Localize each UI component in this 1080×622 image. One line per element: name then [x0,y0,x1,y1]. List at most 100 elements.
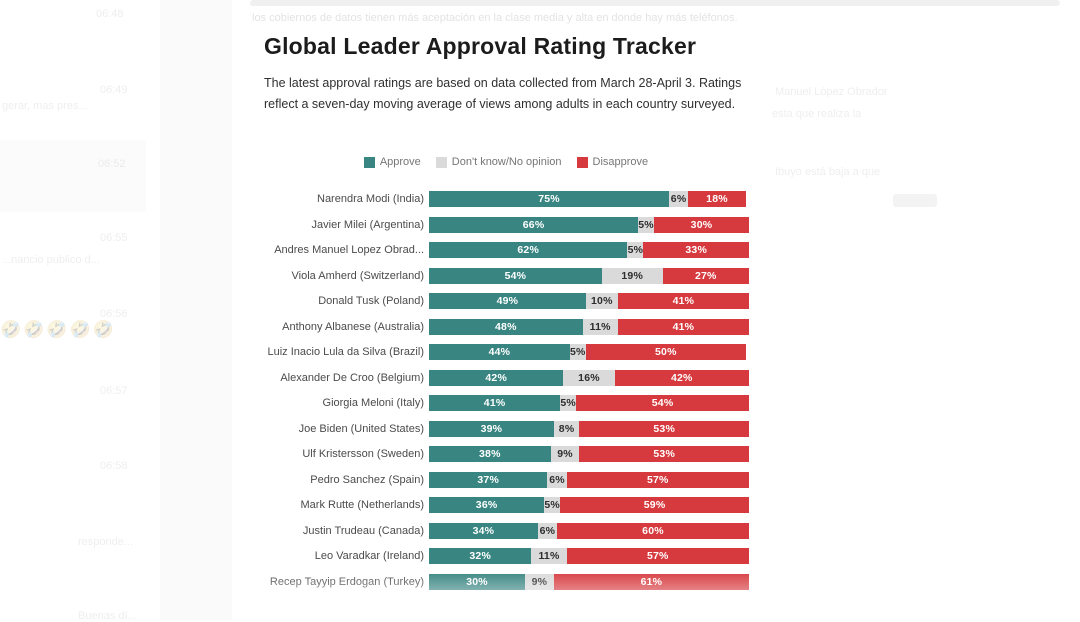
faded-chat-fragment: 06:56 [100,308,128,320]
disapprove-segment: 30% [653,216,749,233]
chat-bubble-block [0,140,146,212]
faded-timestamp-chip [893,194,937,207]
dk-segment: 9% [550,446,580,462]
approval-tracker-card: Global Leader Approval Rating Tracker Th… [240,24,772,600]
faded-chat-fragment: ...nancio publico d... [2,254,100,266]
chart-rows: Narendra Modi (India) 75% 6% 18% Javier Mile… [264,191,749,590]
dk-segment: 6% [537,522,557,539]
approve-segment: 42% [429,369,564,386]
chart-legend: Approve Don't know/No opinion Disapprove [264,156,748,168]
legend-swatch-icon [363,156,375,168]
table-row: Pedro Sanchez (Spain) 37% 6% 57% [264,471,749,488]
table-row: Alexander De Croo (Belgium) 42% 16% 42% [264,369,749,386]
stacked-bar: 66% 5% 30% [429,216,749,233]
leader-name-label: Alexander De Croo (Belgium) [280,371,424,384]
faded-chat-fragment: Manuel López Obrador [775,86,888,98]
legend-swatch-icon [576,156,588,168]
legend-item-0: Approve [363,156,421,168]
disapprove-segment: 41% [617,318,749,335]
dk-segment: 5% [638,216,654,233]
page-title: Global Leader Approval Rating Tracker [264,33,697,59]
faded-chat-fragment: 06:48 [96,8,124,20]
faded-chat-fragment: 06:49 [100,84,128,96]
legend-item-1: Don't know/No opinion [435,156,562,168]
table-row: Andres Manuel Lopez Obrad... 62% 5% 33% [264,242,749,258]
leader-name-label: Giorgia Meloni (Italy) [322,397,424,409]
legend-label: Approve [379,156,421,168]
approve-segment: 54% [429,267,602,284]
leader-name-label: Luiz Inacio Lula da Silva (Brazil) [267,346,424,358]
leader-name-label: Leo Varadkar (Ireland) [314,550,424,562]
dk-segment: 5% [569,344,586,360]
disapprove-segment: 53% [579,446,749,462]
dk-segment: 11% [531,548,567,564]
disapprove-segment: 53% [579,420,749,437]
stacked-bar: 41% 5% 54% [429,395,749,411]
leader-name-label: Javier Milei (Argentina) [311,218,424,231]
stacked-bar: 32% 11% 57% [429,548,749,564]
dk-segment: 5% [627,242,644,258]
table-row: Narendra Modi (India) 75% 6% 18% [264,191,748,207]
dk-segment: 5% [544,497,561,513]
dk-segment: 6% [547,471,567,488]
stacked-bar: 44% 5% 50% [429,344,749,360]
table-row: Justin Trudeau (Canada) 34% 6% 60% [264,522,749,539]
leader-name-label: Donald Tusk (Poland) [318,295,424,307]
approve-segment: 32% [429,548,532,564]
table-row: Giorgia Meloni (Italy) 41% 5% 54% [264,395,749,411]
disapprove-segment: 57% [566,471,749,488]
legend-item-2: Disapprove [576,156,649,168]
leader-name-label: Recep Tayyip Erdogan (Turkey) [269,575,424,588]
table-row: Mark Rutte (Netherlands) 36% 5% 59% [264,497,749,513]
stacked-bar: 39% 8% 53% [429,420,749,437]
approve-segment: 44% [429,344,570,360]
approve-segment: 48% [429,318,583,335]
dk-segment: 19% [601,267,663,284]
table-row: Recep Tayyip Erdogan (Turkey) 30% 9% 61% [264,573,749,590]
disapprove-segment: 54% [576,395,749,411]
table-row: Leo Varadkar (Ireland) 32% 11% 57% [264,548,749,564]
disapprove-segment: 41% [617,293,749,309]
table-row: Viola Amherd (Switzerland) 54% 19% 27% [264,267,749,284]
approve-segment: 66% [429,216,639,233]
leader-name-label: Andres Manuel Lopez Obrad... [274,244,424,256]
faded-chat-fragment: 06:57 [100,385,128,397]
disapprove-segment: 59% [560,497,749,513]
leader-name-label: Viola Amherd (Switzerland) [291,269,424,282]
disapprove-segment: 27% [662,267,749,284]
disapprove-segment: 18% [688,191,746,207]
approve-segment: 34% [429,522,538,539]
legend-label: Disapprove [592,156,649,168]
faded-chat-fragment: gerar, mas pres... [2,100,88,112]
leader-name-label: Justin Trudeau (Canada) [302,524,424,537]
approve-segment: 38% [429,446,551,462]
approve-segment: 49% [429,293,586,309]
faded-top-message: los cobiernos de datos tienen más acepta… [252,12,738,24]
stacked-bar: 37% 6% 57% [429,471,749,488]
dk-segment: 5% [560,395,577,411]
faded-emoji-row: 🤣🤣🤣🤣🤣 [0,320,116,339]
dk-segment: 16% [563,369,615,386]
leader-name-label: Ulf Kristersson (Sweden) [302,448,424,460]
faded-chat-fragment: 06:58 [100,460,128,472]
stacked-bar: 38% 9% 53% [429,446,749,462]
stacked-bar: 48% 11% 41% [429,318,749,335]
approve-segment: 75% [429,191,669,207]
legend-label: Don't know/No opinion [451,156,562,168]
approve-segment: 36% [429,497,545,513]
leader-name-label: Pedro Sanchez (Spain) [310,473,424,486]
dk-segment: 11% [582,318,618,335]
disapprove-segment: 57% [566,548,749,564]
table-row: Ulf Kristersson (Sweden) 38% 9% 53% [264,446,749,462]
approve-segment: 41% [429,395,561,411]
stacked-bar: 34% 6% 60% [429,522,749,539]
table-row: Luiz Inacio Lula da Silva (Brazil) 44% 5% 5… [264,344,748,360]
approve-segment: 39% [429,420,554,437]
disapprove-segment: 42% [614,369,749,386]
stacked-bar: 42% 16% 42% [429,369,749,386]
table-row: Anthony Albanese (Australia) 48% 11% 41% [264,318,749,335]
leader-name-label: Narendra Modi (India) [317,193,424,205]
dk-segment: 9% [525,573,554,590]
faded-chat-fragment: 06:52 [98,158,126,170]
